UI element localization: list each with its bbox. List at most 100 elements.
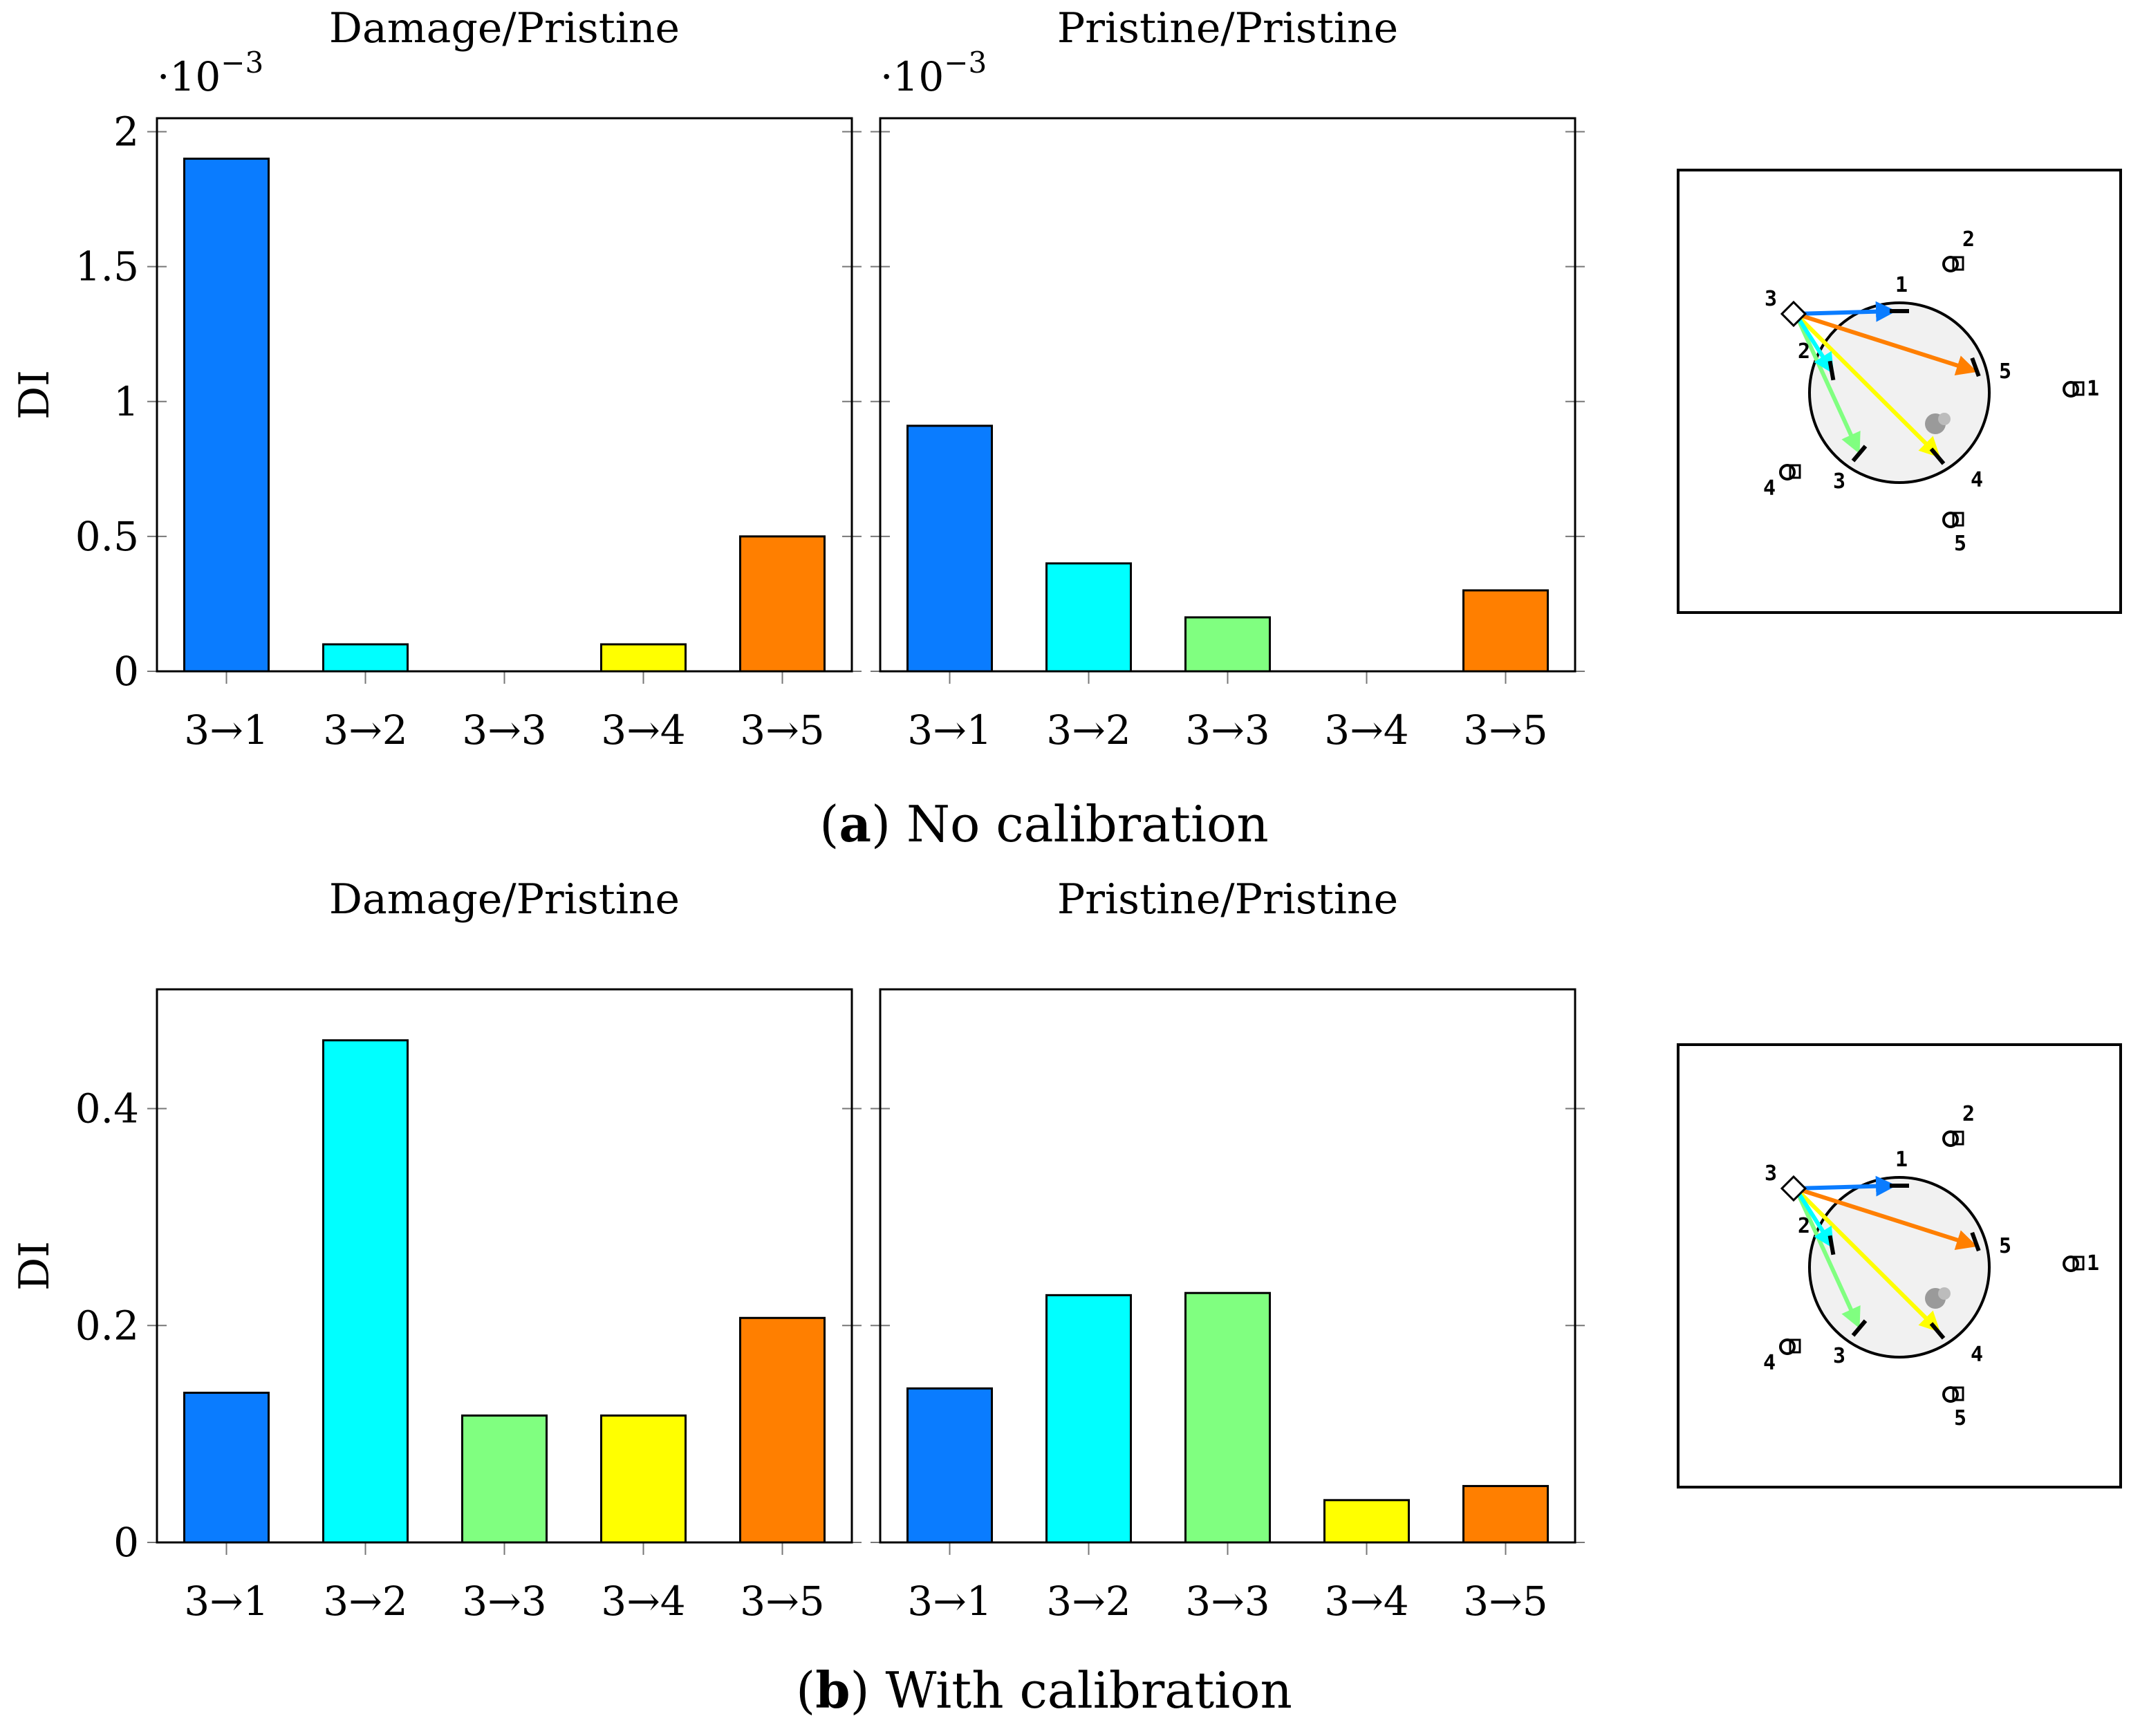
plot-frame (879, 117, 1576, 673)
path-arrow-3-to-1 (1795, 301, 1897, 322)
outer-sensor-label: 4 (1763, 1351, 1776, 1375)
outer-sensor-mount (2072, 1256, 2085, 1271)
plot-frame (156, 988, 853, 1544)
bar-3-to-4 (1323, 1499, 1410, 1544)
x-tick-label: 3→1 (907, 1578, 992, 1625)
outer-sensor-label: 2 (1962, 1102, 1975, 1126)
receiver-label: 2 (1798, 339, 1810, 364)
chart-title: Damage/Pristine (329, 4, 680, 53)
bar-3-to-5 (739, 1316, 826, 1544)
y-tick-label: 0 (113, 648, 139, 695)
path-arrow-3-to-4 (1794, 1186, 1941, 1333)
y-axis-label: DI (10, 1241, 59, 1291)
x-tick-label: 3→4 (601, 1578, 685, 1625)
receiver-sensor (1890, 309, 1909, 313)
x-tick-label: 3→4 (1324, 707, 1408, 754)
y-tick-label: 2 (113, 109, 139, 156)
receiver-sensor (1827, 360, 1836, 381)
sensor-diagram-a: 3 1 2 3 4 5 1 2 4 5 (1677, 169, 2122, 614)
receiver-label: 4 (1971, 468, 1983, 492)
y-tick-label: 0.5 (75, 513, 139, 560)
receiver-sensor (1970, 357, 1981, 377)
specimen-disc (1808, 301, 1991, 484)
outer-sensor-mount (1952, 512, 1964, 527)
x-tick-label: 3→3 (1185, 1578, 1269, 1625)
x-tick-label: 3→2 (323, 1578, 407, 1625)
sensor-diagram-b: 3 1 2 3 4 5 1 2 4 5 (1677, 1043, 2122, 1488)
path-arrow-3-to-4 (1794, 312, 1941, 458)
chart-title: Pristine/Pristine (1057, 875, 1398, 924)
outer-sensor-mount (1789, 1338, 1801, 1354)
bar-3-to-3 (1184, 1291, 1271, 1544)
receiver-label: 1 (1895, 273, 1908, 297)
y-tick-label: 0 (113, 1519, 139, 1566)
bar-3-to-4 (600, 1414, 687, 1544)
bar-3-to-3 (1184, 616, 1271, 673)
x-tick-label: 3→3 (462, 707, 546, 754)
bar-3-to-1 (906, 1387, 993, 1544)
bar-3-to-1 (183, 1392, 270, 1544)
receiver-sensor (1851, 445, 1868, 463)
path-arrow-3-to-5 (1795, 1186, 1978, 1250)
outer-sensor-mount (2072, 381, 2085, 396)
bar-3-to-2 (322, 1039, 409, 1544)
path-arrow-3-to-2 (1794, 1187, 1834, 1249)
y-axis-label: DI (10, 370, 59, 420)
chart-a-damage-pristine: Damage/Pristine 3→1 3→2 3→3 3→4 3→5 0 0.5 1 1.5 2 D… (10, 4, 862, 754)
outer-sensor-label: 2 (1962, 227, 1975, 252)
caption-a: (a) No calibration (819, 794, 1268, 853)
path-arrow-3-to-5 (1795, 312, 1978, 375)
receiver-sensor (1970, 1231, 1981, 1252)
chart-a-pristine-pristine: Pristine/Pristine 3→1 3→2 3→3 3→4 3→5 ·10−3 (871, 4, 1585, 754)
x-tick-label: 3→5 (740, 707, 824, 754)
axis-multiplier: ·10−3 (880, 46, 987, 100)
bar-3-to-1 (183, 158, 270, 673)
path-arrow-3-to-3 (1794, 312, 1861, 454)
y-tick-label: 0.4 (75, 1085, 139, 1132)
outer-sensor-label: 5 (1954, 532, 1966, 556)
transmitter-label: 3 (1765, 1161, 1777, 1186)
bar-3-to-1 (906, 424, 993, 673)
receiver-label: 1 (1895, 1148, 1908, 1172)
receiver-sensor (1929, 447, 1946, 465)
bar-3-to-2 (1045, 1294, 1132, 1544)
y-tick-label: 0.2 (75, 1302, 139, 1349)
receiver-sensor (1827, 1235, 1836, 1256)
x-tick-label: 3→1 (184, 1578, 268, 1625)
bar-3-to-3 (461, 1414, 548, 1544)
outer-sensor-label: 4 (1763, 476, 1776, 501)
path-arrow-3-to-2 (1794, 312, 1834, 375)
outer-sensor-mount (1952, 1130, 1964, 1146)
receiver-sensor (1929, 1322, 1946, 1340)
outer-sensor-mount (1952, 1386, 1964, 1401)
x-tick-label: 3→1 (907, 707, 992, 754)
bar-3-to-5 (1462, 589, 1549, 673)
specimen-disc (1808, 1176, 1991, 1359)
outer-sensor-label: 1 (2087, 377, 2099, 401)
outer-sensor-label: 5 (1954, 1406, 1966, 1430)
receiver-label: 3 (1833, 469, 1845, 494)
chart-title: Pristine/Pristine (1057, 4, 1398, 53)
receiver-label: 3 (1833, 1344, 1845, 1368)
bar-3-to-5 (1462, 1484, 1549, 1544)
plot-frame (156, 117, 853, 673)
axis-multiplier: ·10−3 (157, 46, 263, 100)
chart-title: Damage/Pristine (329, 875, 680, 924)
x-tick-label: 3→4 (1324, 1578, 1408, 1625)
x-tick-label: 3→1 (184, 707, 268, 754)
outer-sensor-mount (1789, 464, 1801, 479)
chart-b-pristine-pristine: Pristine/Pristine 3→1 3→2 3→3 3→4 3→5 (871, 875, 1585, 1625)
x-tick-label: 3→5 (740, 1578, 824, 1625)
damage-icon-part (1938, 1287, 1951, 1300)
x-tick-label: 3→5 (1463, 1578, 1547, 1625)
x-tick-label: 3→3 (462, 1578, 546, 1625)
x-tick-label: 3→5 (1463, 707, 1547, 754)
receiver-label: 4 (1971, 1343, 1983, 1367)
transmitter-label: 3 (1765, 287, 1777, 311)
receiver-label: 2 (1798, 1214, 1810, 1238)
outer-sensor-mount (1952, 256, 1964, 271)
outer-sensor-label: 1 (2087, 1251, 2099, 1276)
receiver-sensor (1851, 1319, 1868, 1337)
chart-b-damage-pristine: Damage/Pristine 3→1 3→2 3→3 3→4 3→5 0 0.2 0.4 DI (10, 875, 862, 1625)
